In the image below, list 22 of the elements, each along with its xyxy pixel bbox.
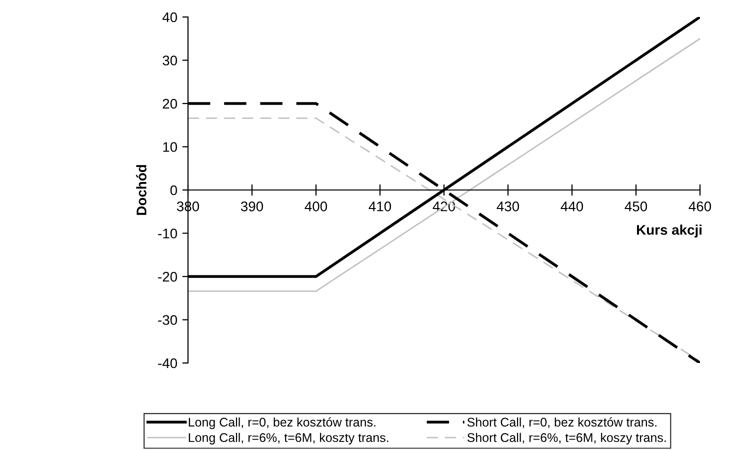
y-axis-title: Dochód [136,165,146,215]
y-tick-label: -10 [158,228,178,238]
legend-label: Long Call, r=0, bez kosztów trans. [188,417,376,430]
x-axis-title: Kurs akcji [637,224,702,238]
x-tick-label: 430 [496,201,520,212]
y-tick-label: 40 [162,12,178,22]
x-tick-label: 400 [304,201,328,212]
y-tick-label: -30 [158,315,178,325]
y-tick-label: 30 [162,56,178,66]
x-tick-label: 390 [240,201,264,212]
x-tick-label: 440 [560,201,584,212]
legend-label: Short Call, r=0, bez kosztów trans. [467,417,656,428]
y-tick-label: 10 [163,142,178,152]
y-tick-label: 0 [170,185,178,196]
legend-label: Long Call, r=6%, t=6M, koszty trans. [188,432,388,444]
y-tick-label: -40 [158,358,178,368]
x-tick-label: 450 [624,201,648,212]
y-tick-label: 20 [162,98,178,109]
x-tick-label: 410 [368,201,392,212]
legend-label: Short Call, r=6%, t=6M, koszy trans. [467,432,666,444]
x-tick-label: 460 [688,201,712,212]
y-tick-label: -20 [158,272,178,282]
